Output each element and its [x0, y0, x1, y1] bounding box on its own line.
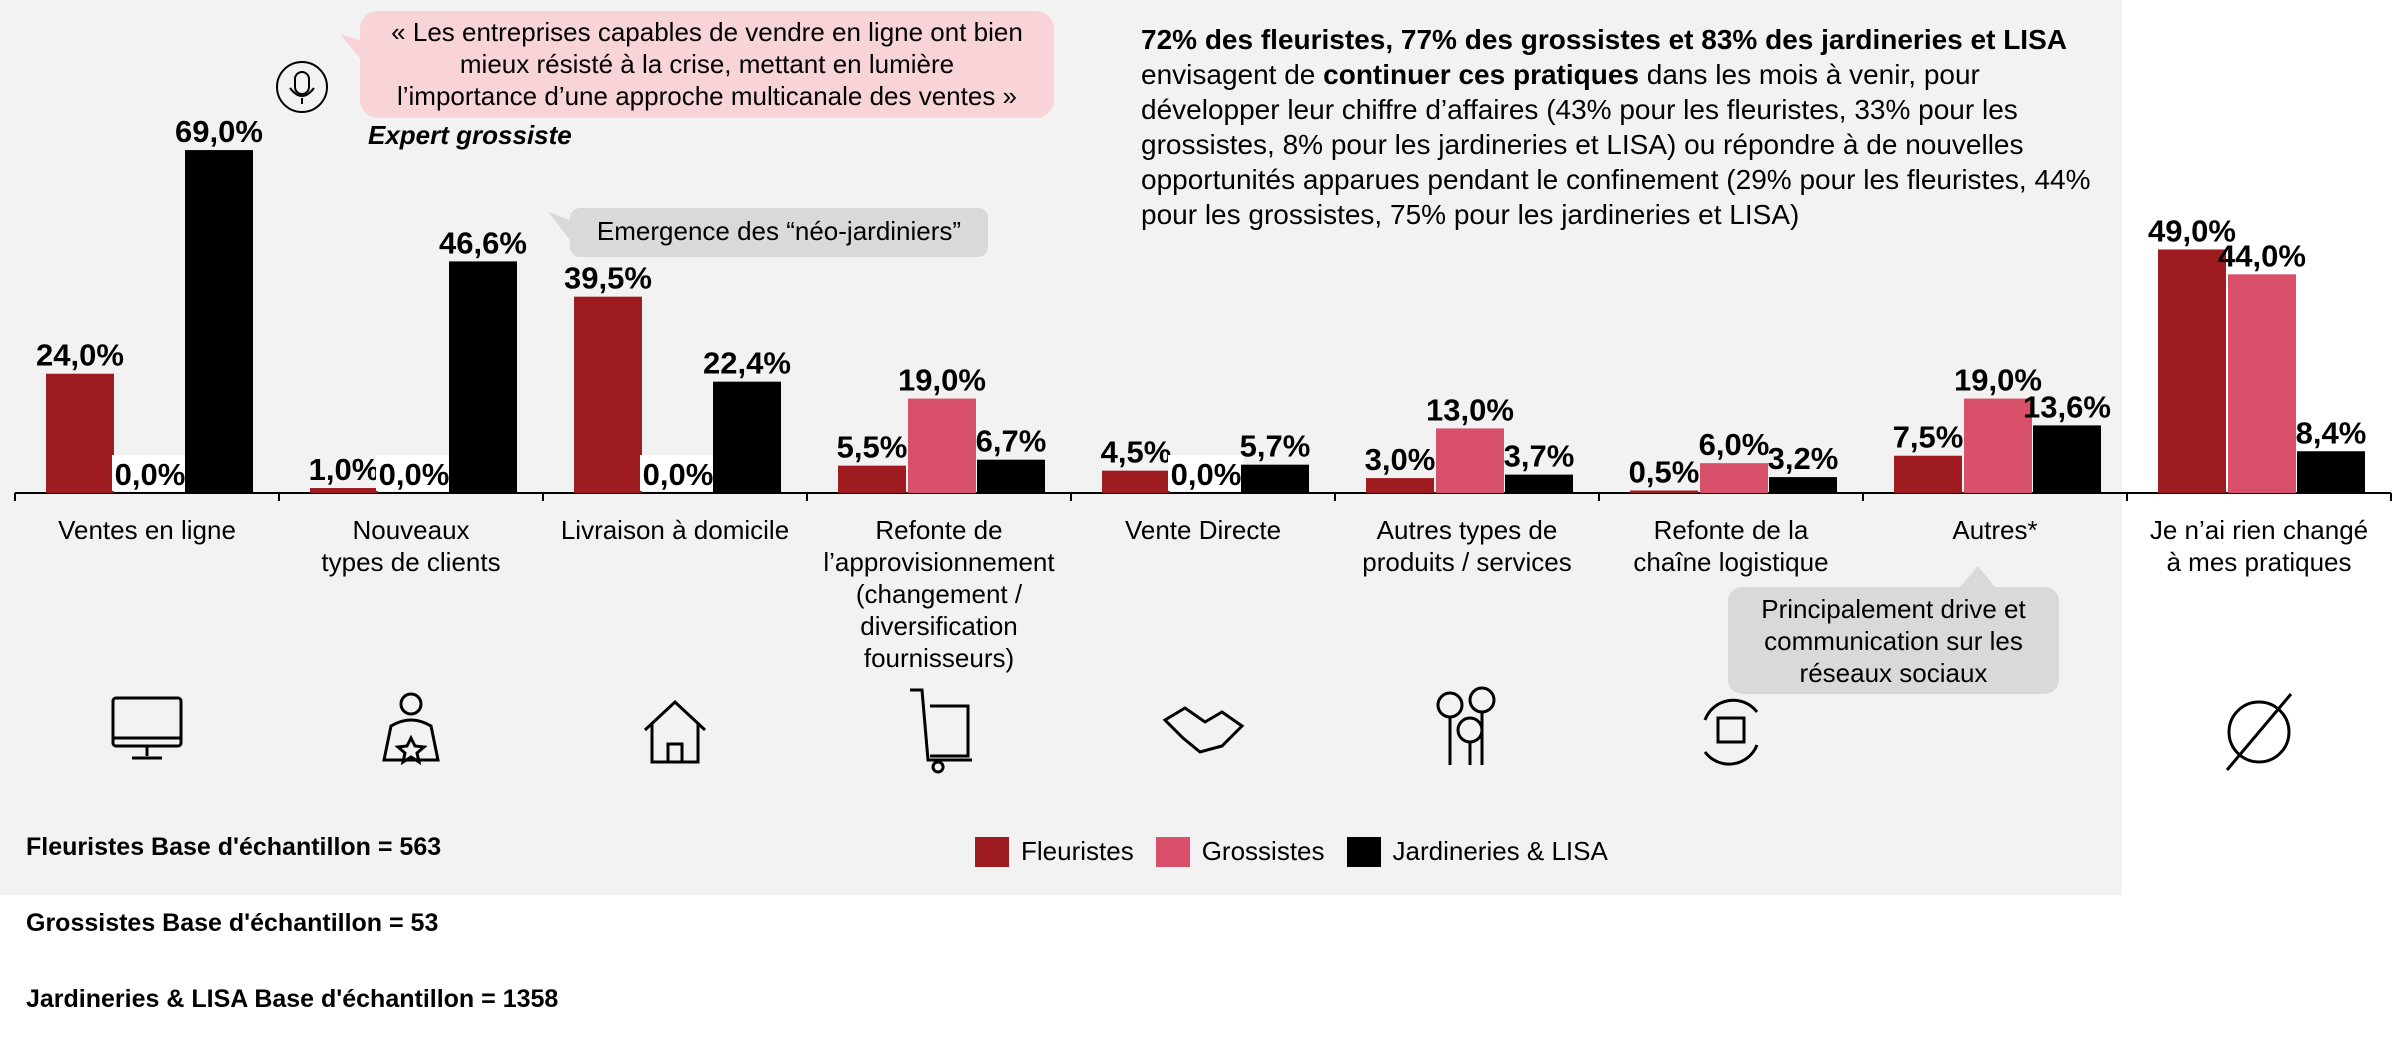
bar: [838, 465, 906, 493]
x-tick-label: Refonte de la chaîne logistique: [1633, 515, 1829, 577]
data-label: 5,7%: [1240, 429, 1311, 464]
page: 24,0% 1,0% 39,5% 5,5% 4,5% 3,0% 0,5% 7,5% 49,0% 0…: [0, 0, 2392, 1013]
bar: [2033, 425, 2101, 493]
legend-swatch: [1155, 836, 1190, 867]
data-label: 0,0%: [643, 457, 714, 492]
legend: Fleuristes Grossistes Jardineries & LISA: [975, 836, 1608, 867]
bar: [908, 398, 976, 493]
bar: [449, 261, 517, 493]
summary-text: envisagent de: [1141, 59, 1324, 90]
quote-bubble: [360, 11, 1054, 118]
summary-text: dans les mois à venir, pour développer l…: [1141, 59, 2091, 230]
data-label: 19,0%: [1954, 363, 2042, 398]
legend-label: Jardineries & LISA: [1392, 836, 1608, 866]
quote-author: Expert grossiste: [368, 120, 572, 150]
x-tick-label: Refonte de l’approvisionnement (changeme…: [823, 515, 1055, 673]
data-label: 13,0%: [1426, 392, 1514, 427]
bar: [1366, 478, 1434, 493]
mic-icon: [276, 61, 328, 113]
bar: [1769, 477, 1837, 493]
label-background: [1168, 455, 1244, 491]
icons: [111, 686, 2293, 774]
sample-base: Fleuristes Base d'échantillon = 563: [26, 833, 442, 861]
data-label: 1,0%: [309, 452, 380, 487]
data-label: 3,7%: [1504, 439, 1575, 474]
data-label: 0,0%: [379, 457, 450, 492]
bar: [2158, 249, 2226, 493]
bar: [1505, 474, 1573, 493]
data-label: 5,5%: [837, 430, 908, 465]
mic-icon: [289, 87, 315, 104]
data-label: 7,5%: [1893, 420, 1964, 455]
data-label: 39,5%: [564, 261, 652, 296]
x-tick-label: Autres*: [1952, 515, 2038, 545]
bar: [185, 150, 253, 493]
sample-bases: Fleuristes Base d'échantillon = 563 Gros…: [26, 790, 558, 1056]
bar: [46, 373, 114, 493]
bar: [1630, 490, 1698, 493]
bar: [574, 296, 642, 493]
bar: [1700, 463, 1768, 493]
sample-base: Jardineries & LISA Base d'échantillon = …: [26, 985, 559, 1013]
x-tick-label: Vente Directe: [1124, 515, 1282, 545]
bar: [1436, 428, 1504, 493]
x-tick-label: Nouveaux types de clients: [321, 515, 501, 577]
callout: Emergence des “néo-jardiniers”: [596, 216, 962, 246]
bar: [2297, 451, 2365, 493]
background: [0, 0, 2122, 895]
bar: [713, 381, 781, 493]
callout: Principalement drive et communication su…: [1761, 594, 2026, 688]
legend-label: Fleuristes: [1021, 836, 1134, 866]
data-label: 3,0%: [1365, 442, 1436, 477]
bar: [1894, 455, 1962, 493]
legend-swatch: [975, 836, 1009, 867]
bar: [1102, 470, 1170, 493]
bar: [2228, 274, 2296, 493]
data-label: 6,7%: [976, 424, 1047, 459]
callout-pointer: [1960, 566, 1995, 587]
bar: [1241, 464, 1309, 493]
summary-text: 72% des fleuristes, 77% des grossistes e…: [1141, 24, 2067, 55]
bar: [977, 459, 1045, 493]
legend-label: Grossistes: [1201, 836, 1325, 866]
label-background: [640, 455, 716, 491]
data-label: 0,0%: [1171, 457, 1242, 492]
data-label: 69,0%: [175, 114, 263, 149]
data-label: 6,0%: [1699, 427, 1770, 462]
data-label: 13,6%: [2023, 389, 2111, 424]
chart: 24,0% 1,0% 39,5% 5,5% 4,5% 3,0% 0,5% 7,5% 49,0% 0…: [14, 11, 2392, 774]
label-background: [112, 455, 188, 491]
data-label: 0,5%: [1629, 455, 1700, 490]
data-label: 46,6%: [439, 225, 527, 260]
label-background: [376, 455, 452, 491]
sample-base: Grossistes Base d'échantillon = 53: [26, 909, 439, 937]
data-label: 0,0%: [115, 457, 186, 492]
mic-icon: [294, 71, 310, 95]
callout-bubble: [1728, 587, 2059, 694]
legend-item: Grossistes: [1155, 836, 1325, 867]
data-label: 49,0%: [2148, 213, 2236, 248]
quote: « Les entreprises capables de vendre en …: [391, 17, 1023, 111]
callout-pointer: [548, 212, 570, 240]
data-label: 8,4%: [2296, 415, 2367, 450]
x-tick-label: Ventes en ligne: [58, 515, 236, 545]
data-label: 24,0%: [36, 338, 124, 373]
callout-bubble: [570, 208, 988, 257]
legend-item: Jardineries & LISA: [1346, 836, 1608, 867]
data-label: 22,4%: [703, 346, 791, 381]
data-label: 3,2%: [1768, 441, 1839, 476]
legend-item: Fleuristes: [975, 836, 1134, 867]
quote-pointer: [340, 34, 360, 58]
legend-swatch: [1346, 836, 1381, 867]
x-tick-label: Je n’ai rien changé à mes pratiques: [2149, 515, 2369, 577]
data-label: 44,0%: [2218, 238, 2306, 273]
x-tick-label: Autres types de produits / services: [1362, 515, 1572, 577]
summary: 72% des fleuristes, 77% des grossistes e…: [1141, 22, 2126, 232]
bar: [310, 488, 378, 493]
summary-text: continuer ces pratiques: [1323, 59, 1640, 90]
data-label: 19,0%: [898, 363, 986, 398]
x-tick-label: Livraison à domicile: [560, 515, 790, 545]
data-label: 4,5%: [1101, 435, 1172, 470]
bar: [1964, 398, 2032, 493]
